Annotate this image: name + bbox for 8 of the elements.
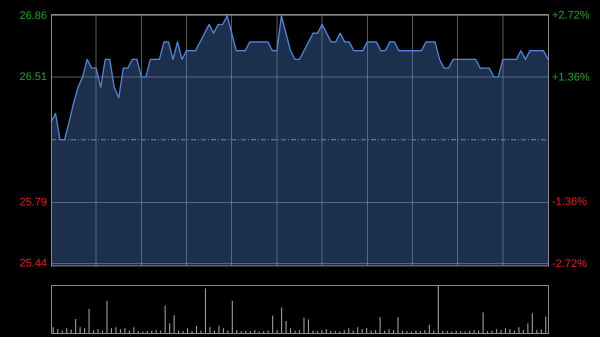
y2-tick-label: +1.36% — [552, 72, 590, 84]
y2-tick-label: -2.72% — [552, 258, 588, 270]
y2-tick-label: +2.72% — [552, 9, 590, 22]
y-tick-label: 25.79 — [19, 196, 47, 209]
y2-tick-label: -1.36% — [552, 196, 588, 208]
y-tick-label: 26.51 — [19, 70, 47, 83]
y-tick-label: 25.44 — [19, 258, 47, 270]
y-tick-label: 26.86 — [19, 10, 47, 22]
